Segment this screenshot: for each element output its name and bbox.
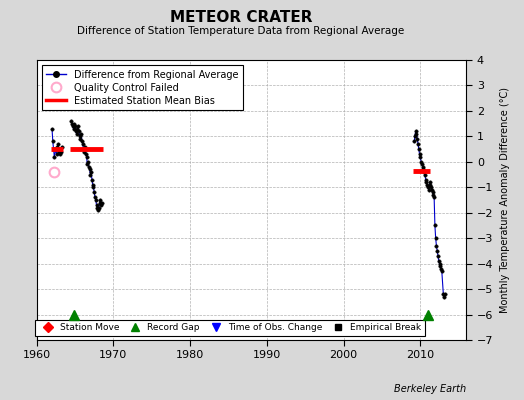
Legend: Station Move, Record Gap, Time of Obs. Change, Empirical Break: Station Move, Record Gap, Time of Obs. C…	[35, 320, 425, 336]
Text: Berkeley Earth: Berkeley Earth	[394, 384, 466, 394]
Text: Difference of Station Temperature Data from Regional Average: Difference of Station Temperature Data f…	[78, 26, 405, 36]
Y-axis label: Monthly Temperature Anomaly Difference (°C): Monthly Temperature Anomaly Difference (…	[500, 87, 510, 313]
Text: METEOR CRATER: METEOR CRATER	[170, 10, 312, 25]
